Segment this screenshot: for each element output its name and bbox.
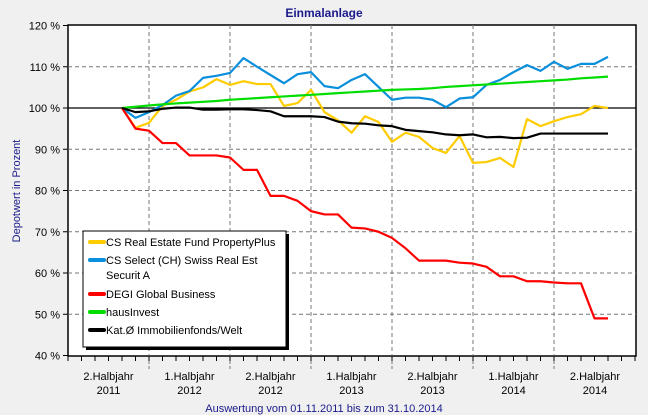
y-tick-label: 90 % <box>35 144 60 156</box>
series-line-cs-select-ch-swiss-real-est-securit-a <box>121 55 609 120</box>
x-tick-label: 1.Halbjahr <box>164 371 214 383</box>
y-tick-label: 70 % <box>35 227 60 239</box>
legend-label: Kat.Ø Immobilienfonds/Welt <box>106 325 242 337</box>
y-tick-label: 110 % <box>30 62 61 74</box>
x-axis-label: Auswertung vom 01.11.2011 bis zum 31.10.… <box>205 403 442 415</box>
legend-label: CS Select (CH) Swiss Real Est <box>106 255 258 267</box>
x-ticks: 2.Halbjahr 2011 1.Halbjahr 2012 2.Halbjahr 20… <box>67 356 636 397</box>
x-tick-label: 2.Halbjahr <box>245 371 295 383</box>
x-tick-label: 2011 <box>97 385 121 397</box>
legend-box <box>82 230 287 348</box>
y-tick-label: 50 % <box>35 309 60 321</box>
x-tick-label: 2014 <box>583 385 607 397</box>
series-line-hausinvest <box>121 75 609 110</box>
legend: CS Real Estate Fund PropertyPlus CS Selec… <box>82 230 289 350</box>
legend-label: Securit A <box>106 270 151 282</box>
x-tick-label: 2013 <box>339 385 363 397</box>
legend-label: CS Real Estate Fund PropertyPlus <box>106 237 276 249</box>
y-tick-label: 120 % <box>29 21 60 33</box>
y-tick-label: 40 % <box>35 351 60 363</box>
x-tick-label: 1.Halbjahr <box>326 371 376 383</box>
legend-label: hausInvest <box>106 307 159 319</box>
x-tick-label: 2014 <box>501 385 525 397</box>
y-ticks: 40 % 50 % 60 % 70 % 80 % 90 % 100 % 110 % 120 % <box>29 21 68 363</box>
series-line-kat-immobilienfonds-welt <box>121 106 608 140</box>
x-tick-label: 2.Halbjahr <box>83 371 133 383</box>
x-tick-label: 2013 <box>420 385 444 397</box>
series-lines <box>121 55 609 320</box>
y-axis-label: Depotwert in Prozent <box>11 140 23 243</box>
x-tick-label: 2.Halbjahr <box>570 371 620 383</box>
y-tick-label: 80 % <box>35 186 60 198</box>
y-tick-label: 60 % <box>35 268 60 280</box>
x-tick-label: 2012 <box>177 385 201 397</box>
series-line-cs-real-estate-fund-propertyplus <box>121 78 609 169</box>
x-tick-label: 1.Halbjahr <box>488 371 538 383</box>
chart-title: Einmalanlage <box>285 6 363 20</box>
y-tick-label: 100 % <box>29 103 60 115</box>
legend-label: DEGI Global Business <box>106 289 216 301</box>
series-line-degi-global-business <box>121 107 608 320</box>
x-tick-label: 2.Halbjahr <box>407 371 457 383</box>
x-tick-label: 2012 <box>258 385 282 397</box>
